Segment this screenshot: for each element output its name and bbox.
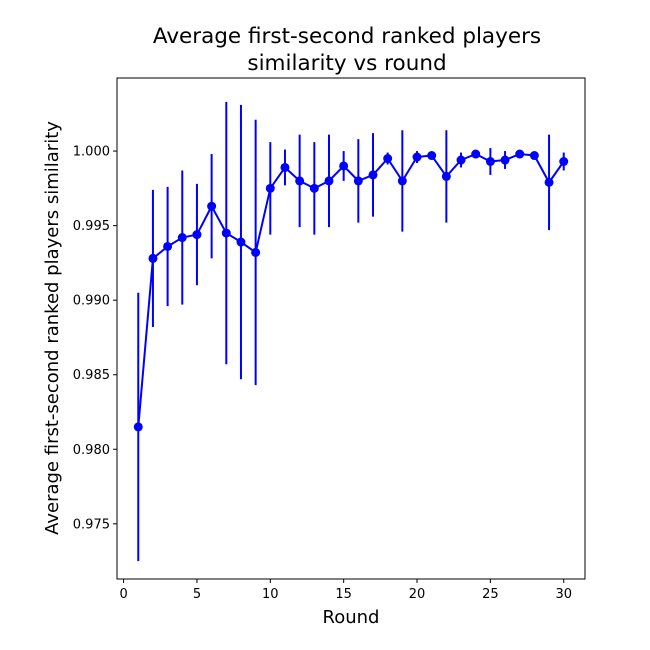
data-point [383, 154, 393, 164]
x-tick-label: 10 [262, 587, 279, 602]
data-point [265, 183, 275, 193]
x-axis-label: Round [323, 607, 380, 628]
data-point [192, 230, 202, 240]
data-point [309, 183, 319, 193]
data-point [295, 176, 305, 186]
x-tick-label: 5 [193, 587, 201, 602]
x-tick-label: 20 [409, 587, 426, 602]
data-point [515, 149, 525, 159]
data-point [163, 241, 173, 251]
data-point [324, 176, 334, 186]
y-tick-label: 0.990 [73, 294, 110, 309]
x-tick-label: 30 [555, 587, 572, 602]
y-tick-label: 1.000 [73, 145, 110, 160]
data-point [441, 171, 451, 181]
plot-area: 0 5 10 15 20 25 30 0.975 0.980 0.985 0.990 0.995 1.0… [73, 77, 586, 602]
data-point [353, 176, 363, 186]
chart-title-line-2: similarity vs round [247, 51, 446, 76]
y-tick-label: 0.975 [73, 517, 110, 532]
data-point [177, 233, 187, 243]
data-point [529, 151, 539, 161]
y-axis-label: Average first-second ranked players simi… [42, 121, 63, 535]
data-point [280, 162, 290, 172]
data-point [485, 157, 495, 166]
data-point [207, 201, 217, 211]
data-point [133, 422, 143, 432]
data-point [412, 152, 422, 162]
x-tick-label: 0 [119, 587, 127, 602]
axes-frame [116, 77, 586, 580]
y-tick-label: 0.985 [73, 368, 110, 383]
data-point [544, 177, 554, 187]
x-tick-label: 25 [482, 587, 499, 602]
x-tick-label: 15 [335, 587, 352, 602]
data-point [339, 161, 349, 171]
chart-title-line-1: Average first-second ranked players [153, 24, 541, 49]
data-point [471, 149, 481, 159]
data-point [251, 247, 261, 257]
y-tick-label: 0.995 [73, 219, 110, 234]
data-point [148, 253, 158, 263]
data-point [236, 237, 246, 247]
data-point [221, 228, 231, 238]
data-point [397, 176, 407, 186]
data-point [427, 151, 437, 161]
data-point [368, 170, 378, 180]
data-point [559, 157, 569, 166]
y-tick-label: 0.980 [73, 443, 110, 458]
data-point [500, 155, 510, 165]
data-point [456, 155, 466, 165]
